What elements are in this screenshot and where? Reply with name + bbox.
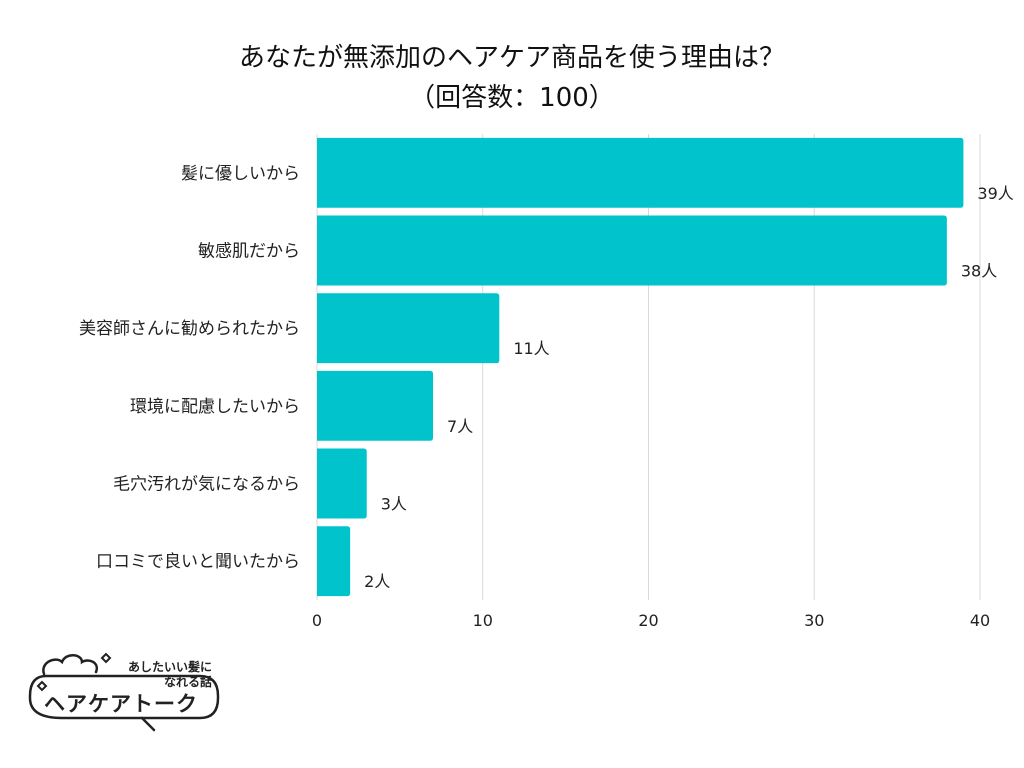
- value-label-3: 7人: [447, 417, 473, 436]
- value-label-1: 38人: [961, 262, 997, 281]
- bar-3: [317, 370, 434, 441]
- x-tick-label-10: 10: [473, 611, 493, 630]
- value-label-5: 2人: [364, 572, 390, 591]
- bar-5: [317, 526, 351, 597]
- x-tick-label-30: 30: [804, 611, 824, 630]
- category-label-0: 髪に優しいから: [181, 164, 300, 184]
- value-labels: 39人 38人 11人 7人 3人 2人: [364, 184, 1014, 591]
- logo-tagline: あしたいい髪に なれる話: [112, 660, 212, 690]
- category-label-4: 毛穴汚れが気になるから: [113, 475, 300, 495]
- category-label-1: 敏感肌だから: [198, 242, 300, 262]
- bar-2: [317, 293, 500, 364]
- logo-speech-bubble-icon: [28, 652, 220, 732]
- bar-1: [317, 215, 947, 286]
- value-label-0: 39人: [977, 184, 1013, 203]
- x-tick-label-20: 20: [638, 611, 658, 630]
- x-tick-label-0: 0: [312, 611, 322, 630]
- x-tick-label-40: 40: [970, 611, 990, 630]
- gridlines: [316, 134, 981, 600]
- logo-tagline-line2: なれる話: [163, 675, 212, 689]
- logo-name: ヘアケアトーク: [44, 692, 198, 716]
- chart-subtitle: （回答数：100）: [409, 83, 615, 113]
- bars: [317, 137, 964, 597]
- bar-0: [317, 137, 964, 208]
- logo-tagline-line1: あしたいい髪に: [127, 660, 212, 674]
- chart-title: あなたが無添加のヘアケア商品を使う理由は？: [238, 43, 785, 73]
- chart-title-block: あなたが無添加のヘアケア商品を使う理由は？ （回答数：100）: [0, 38, 1024, 118]
- category-label-3: 環境に配慮したいから: [130, 397, 300, 417]
- bar-4: [317, 448, 367, 519]
- category-label-5: 口コミで良いと聞いたから: [96, 552, 300, 572]
- value-label-4: 3人: [381, 495, 407, 514]
- value-label-2: 11人: [513, 339, 549, 358]
- category-labels: 髪に優しいから敏感肌だから美容師さんに勧められたから環境に配慮したいから毛穴汚れ…: [79, 164, 300, 572]
- category-label-2: 美容師さんに勧められたから: [79, 319, 300, 339]
- x-tick-labels: 0 10 20 30 40: [312, 611, 990, 630]
- brand-logo: あしたいい髪に なれる話 ヘアケアトーク: [22, 646, 222, 736]
